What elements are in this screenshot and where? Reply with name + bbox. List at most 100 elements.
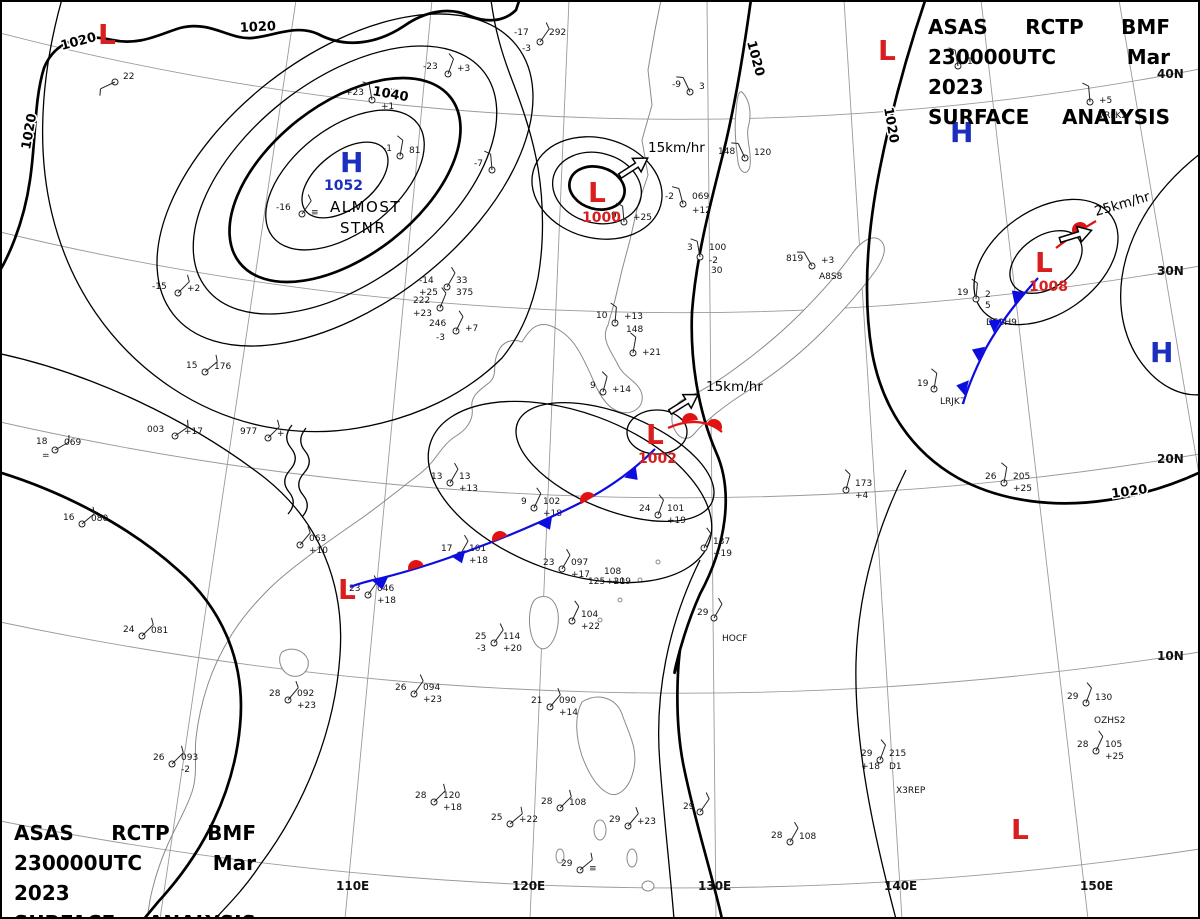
isobar-label: 1020 bbox=[1110, 482, 1148, 502]
latitude-label: 30N bbox=[1157, 264, 1184, 278]
isobar-1020-east bbox=[865, 0, 1200, 505]
svg-text:102: 102 bbox=[543, 497, 560, 507]
island-luzon bbox=[576, 696, 636, 795]
svg-text:+4: +4 bbox=[855, 491, 869, 501]
svg-text:+17: +17 bbox=[571, 570, 590, 580]
station-plot: 9 102 +18 bbox=[521, 487, 562, 519]
coastlines bbox=[146, 0, 885, 919]
svg-text:30: 30 bbox=[711, 266, 723, 276]
svg-text:+23: +23 bbox=[297, 701, 316, 711]
svg-text:19: 19 bbox=[917, 379, 929, 389]
station-plot: 222+23 bbox=[413, 287, 447, 319]
svg-text:+3: +3 bbox=[821, 256, 834, 266]
title-line-2: 230000UTC Mar 2023 bbox=[14, 851, 256, 905]
station-plot: 125 +19 bbox=[588, 577, 631, 587]
svg-text:+18: +18 bbox=[469, 556, 488, 566]
station-plot: -2 069 +12 bbox=[665, 186, 711, 216]
svg-text:+23: +23 bbox=[423, 695, 442, 705]
isobar-wiggle-1 bbox=[284, 424, 296, 515]
movement-speed-label: 15km/hr bbox=[706, 379, 763, 395]
station-plot: 26 093 -2 bbox=[153, 745, 198, 775]
station-plot: 13 13 +13 bbox=[431, 462, 478, 494]
svg-text:108: 108 bbox=[799, 832, 816, 842]
svg-text:+25: +25 bbox=[1105, 752, 1124, 762]
stationary-front-line bbox=[349, 448, 656, 589]
station-plot: 104+22 bbox=[568, 600, 600, 632]
svg-text:069: 069 bbox=[692, 192, 709, 202]
svg-text:18: 18 bbox=[36, 437, 48, 447]
title-line-1: ASAS RCTP BMF bbox=[928, 15, 1170, 39]
svg-text:HOCF: HOCF bbox=[722, 634, 747, 644]
station-plot: 28 105 +25 bbox=[1077, 730, 1124, 762]
station-plot: 29 130 bbox=[1067, 682, 1112, 707]
svg-text:≡: ≡ bbox=[589, 864, 597, 874]
svg-text:094: 094 bbox=[423, 683, 440, 693]
chart-title-top-right: ASAS RCTP BMF 230000UTC Mar 2023 SURFACE… bbox=[928, 12, 1170, 132]
svg-text:173: 173 bbox=[855, 479, 872, 489]
svg-text:+23: +23 bbox=[413, 309, 432, 319]
station-plot: -1 81 bbox=[383, 135, 420, 160]
isobar-wiggle-2 bbox=[298, 427, 310, 518]
svg-text:081: 081 bbox=[151, 626, 168, 636]
station-plot: 28 092 +23 bbox=[269, 681, 316, 711]
title-line-1: ASAS RCTP BMF bbox=[14, 821, 256, 845]
cold-front-line-east bbox=[961, 277, 1039, 405]
svg-text:148: 148 bbox=[718, 147, 735, 157]
svg-text:33: 33 bbox=[456, 276, 467, 286]
svg-text:+23: +23 bbox=[345, 88, 364, 98]
low-value: 1000 bbox=[582, 210, 621, 226]
svg-text:29: 29 bbox=[697, 608, 709, 618]
station-plot: 246 -3 +7 bbox=[429, 310, 478, 343]
svg-text:LRJK7: LRJK7 bbox=[940, 397, 966, 407]
station-plot: 18 069 = bbox=[36, 435, 81, 461]
svg-text:28: 28 bbox=[415, 791, 427, 801]
isobar-1024 bbox=[41, 0, 544, 433]
svg-text:+18: +18 bbox=[377, 596, 396, 606]
svg-text:23: 23 bbox=[543, 558, 554, 568]
isobar-rings-low1008 bbox=[973, 198, 1119, 326]
isobar-rings-high bbox=[156, 13, 534, 347]
svg-text:+25: +25 bbox=[419, 288, 438, 298]
svg-text:≡: ≡ bbox=[311, 208, 319, 218]
low-symbol: L bbox=[1035, 246, 1053, 279]
station-plot: 9 +14 bbox=[590, 371, 631, 396]
station-plot: 28 108 bbox=[771, 821, 816, 846]
isobar-se-long bbox=[855, 469, 907, 919]
svg-text:+20: +20 bbox=[606, 577, 625, 587]
svg-text:101: 101 bbox=[469, 544, 486, 554]
svg-text:063: 063 bbox=[309, 534, 326, 544]
station-plot: 26 205 +25 bbox=[985, 462, 1032, 494]
svg-text:-16: -16 bbox=[276, 203, 291, 213]
svg-text:29: 29 bbox=[1067, 692, 1079, 702]
svg-text:28: 28 bbox=[771, 831, 783, 841]
svg-text:-15: -15 bbox=[152, 282, 167, 292]
svg-text:28: 28 bbox=[269, 689, 281, 699]
svg-text:246: 246 bbox=[429, 319, 446, 329]
isobar-label: 1020 bbox=[59, 30, 98, 54]
svg-text:13: 13 bbox=[431, 472, 442, 482]
station-plot: 21 090 +14 bbox=[531, 688, 578, 718]
station-plot: HOCF bbox=[722, 634, 747, 644]
station-plot: +5 bbox=[1082, 82, 1112, 106]
svg-text:9: 9 bbox=[521, 497, 527, 507]
station-plot: -17 292 -3 bbox=[514, 22, 566, 54]
isobar-label: 1020 bbox=[880, 106, 901, 144]
svg-text:-23: -23 bbox=[423, 62, 438, 72]
svg-text:+18: +18 bbox=[861, 762, 880, 772]
svg-text:+14: +14 bbox=[559, 708, 578, 718]
svg-text:+18: +18 bbox=[443, 803, 462, 813]
longitude-label: 140E bbox=[884, 879, 917, 893]
svg-text:+14: +14 bbox=[612, 385, 631, 395]
station-plot: 3 100 -230 bbox=[687, 238, 726, 276]
latitude-label: 40N bbox=[1157, 67, 1184, 81]
svg-text:108: 108 bbox=[569, 798, 586, 808]
station-plot: 23 097 +17 bbox=[543, 548, 590, 580]
svg-text:+13: +13 bbox=[459, 484, 478, 494]
title-line-2: 230000UTC Mar 2023 bbox=[928, 45, 1170, 99]
svg-text:+19: +19 bbox=[713, 549, 732, 559]
longitude-label: 110E bbox=[336, 879, 369, 893]
svg-text:+20: +20 bbox=[503, 644, 522, 654]
station-plot: 24 101 +19 bbox=[639, 494, 686, 526]
isobar-bottom-mid bbox=[658, 559, 701, 919]
